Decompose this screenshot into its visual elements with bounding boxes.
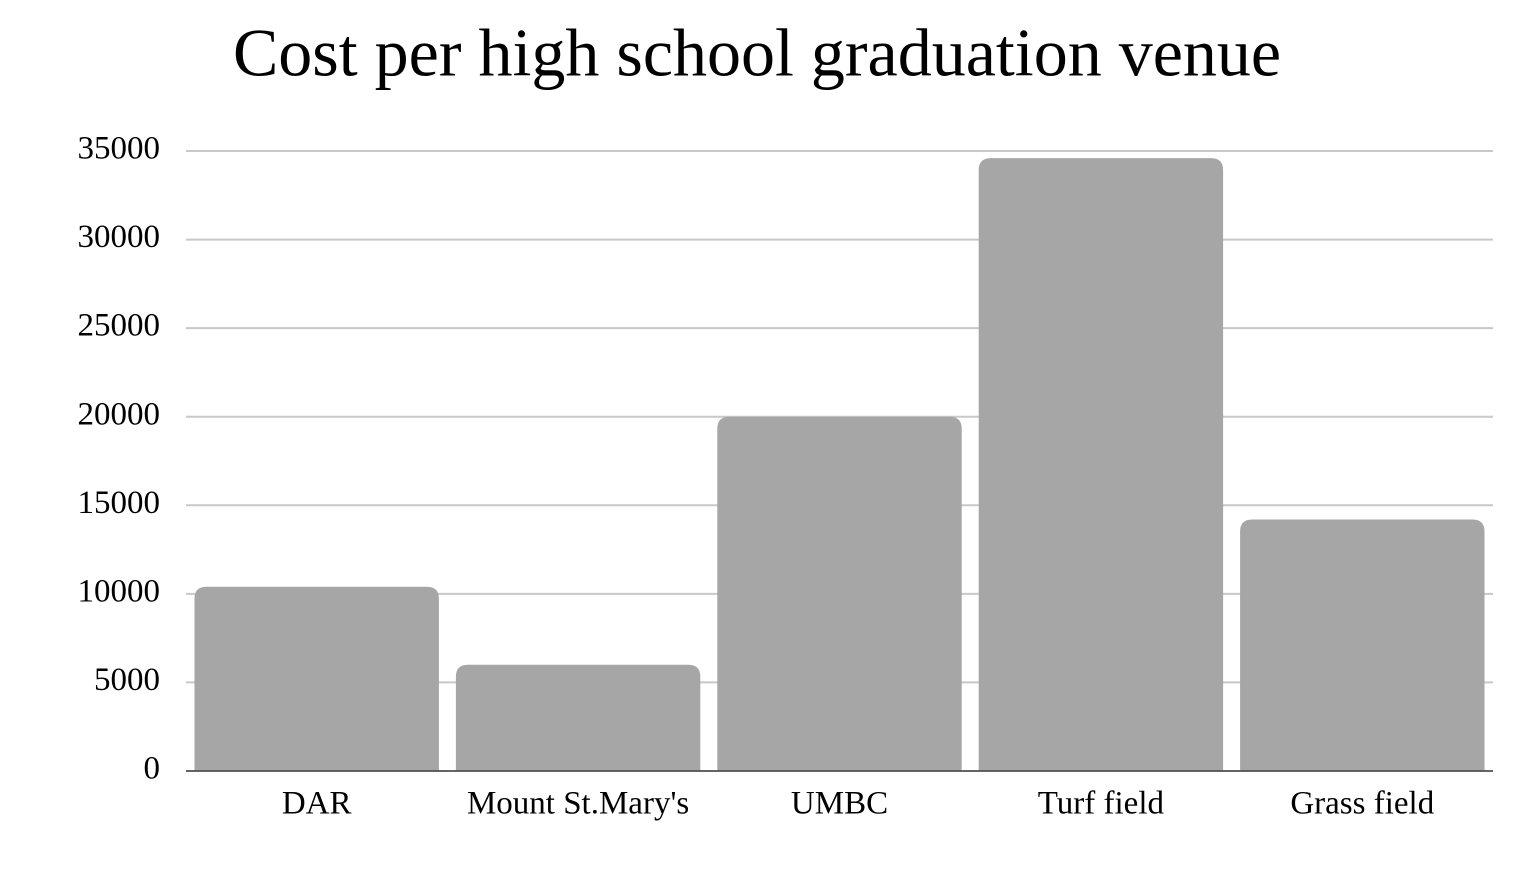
y-tick-label: 30000 <box>78 219 161 255</box>
bar <box>978 158 1224 772</box>
x-tick-label: Mount St.Mary's <box>467 786 689 822</box>
bar <box>455 664 701 771</box>
chart-title: Cost per high school graduation venue <box>233 15 1281 91</box>
y-tick-label: 20000 <box>78 396 161 432</box>
x-tick-label: UMBC <box>791 786 888 822</box>
y-tick-label: 25000 <box>78 308 161 344</box>
bar <box>1240 519 1485 771</box>
y-tick-label: 0 <box>144 751 161 787</box>
y-tick-label: 35000 <box>78 131 161 167</box>
y-tick-label: 15000 <box>78 485 161 521</box>
y-tick-label: 10000 <box>78 573 161 609</box>
y-tick-label: 5000 <box>94 662 160 698</box>
bar <box>194 586 439 771</box>
bar <box>717 416 962 771</box>
x-tick-label: Turf field <box>1038 786 1165 822</box>
x-tick-label: DAR <box>282 786 352 822</box>
x-tick-label: Grass field <box>1290 786 1434 822</box>
